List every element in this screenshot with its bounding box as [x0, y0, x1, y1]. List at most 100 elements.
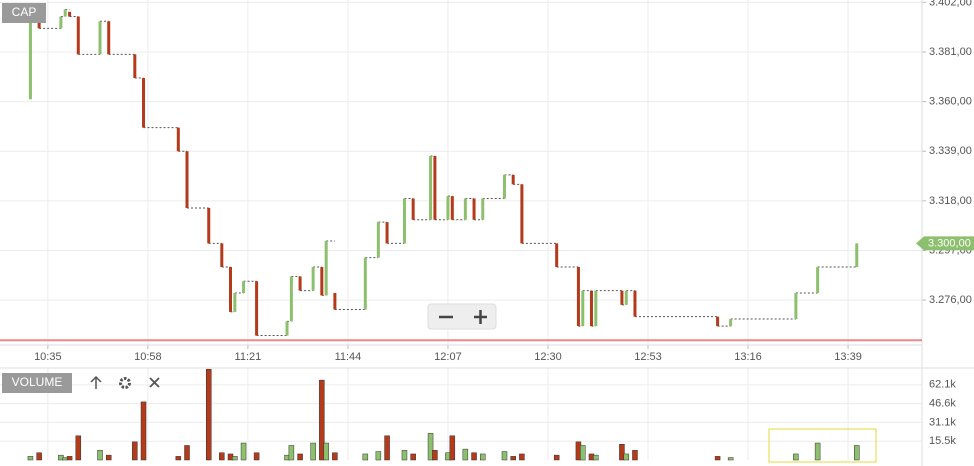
series-label: CAP — [12, 5, 37, 19]
settings-button[interactable] — [119, 377, 131, 389]
candle — [794, 293, 798, 320]
candle — [481, 198, 485, 220]
candle — [729, 319, 733, 327]
volume-bar — [854, 445, 860, 461]
volume-bar — [375, 451, 382, 461]
candle — [324, 241, 328, 296]
volume-bar — [727, 457, 734, 461]
volume-bar — [793, 453, 799, 461]
volume-bar — [449, 435, 456, 461]
x-tick-label: 10:35 — [34, 351, 62, 363]
y-tick-label: 3.381,00 — [929, 46, 972, 58]
volume-bar — [501, 451, 508, 461]
candle — [450, 196, 454, 220]
candle — [59, 16, 63, 29]
candle — [142, 77, 146, 128]
volume-bar — [462, 448, 469, 461]
candle — [207, 207, 211, 244]
volume-bar — [206, 368, 212, 461]
candle — [255, 281, 259, 336]
volume-bar — [553, 454, 560, 461]
close-button[interactable] — [149, 377, 160, 388]
volume-bar — [332, 452, 338, 461]
volume-bar — [310, 442, 316, 461]
volume-bar — [319, 379, 325, 461]
x-tick-label: 10:58 — [134, 351, 162, 363]
candle — [472, 198, 476, 220]
volume-bar — [132, 441, 138, 461]
zoom-in-button[interactable] — [474, 310, 487, 324]
candle — [716, 316, 720, 327]
candle — [520, 184, 524, 244]
y-tick-label: 3.339,00 — [929, 145, 972, 157]
series-label-box[interactable] — [2, 3, 46, 23]
candle — [107, 21, 111, 55]
volume-bar — [619, 444, 625, 461]
volume-bar — [66, 456, 73, 461]
volume-bar — [184, 445, 190, 461]
candle — [624, 290, 628, 305]
volume-bar — [427, 433, 434, 461]
volume-bar — [593, 454, 599, 461]
candle — [229, 267, 232, 312]
x-tick-label: 12:53 — [634, 351, 662, 363]
marks — [0, 8, 922, 461]
candle — [76, 16, 80, 55]
move-up-button[interactable] — [90, 375, 102, 389]
x-tick-label: 11:21 — [235, 351, 262, 363]
candle — [242, 281, 246, 294]
volume-bar — [519, 453, 525, 461]
candle — [502, 174, 506, 199]
volume-bar — [479, 453, 486, 461]
last-price-badge — [916, 236, 974, 251]
candle — [37, 18, 41, 29]
last-price-label: 3.300,00 — [928, 237, 971, 249]
volume-bar — [232, 456, 238, 461]
highlight-box — [768, 428, 877, 463]
candle — [28, 18, 32, 100]
grid-layer — [0, 0, 926, 460]
candle — [555, 243, 559, 268]
candle — [633, 290, 637, 317]
candle — [233, 293, 237, 312]
volume-bar — [140, 401, 147, 461]
volume-tick-label: 15.5k — [929, 435, 956, 447]
x-tick-label: 11:44 — [335, 351, 362, 363]
volume-bar — [288, 445, 295, 461]
candle — [98, 21, 102, 55]
candle — [816, 267, 820, 294]
volume-bar — [36, 452, 42, 461]
volume-label-box[interactable] — [2, 373, 72, 393]
volume-bar — [27, 456, 34, 461]
candle — [589, 290, 593, 327]
zoom-controls — [427, 303, 497, 330]
candle — [576, 267, 580, 327]
volume-tick-label: 31.1k — [929, 416, 956, 428]
candle — [620, 290, 624, 305]
x-tick-label: 12:07 — [434, 351, 462, 363]
volume-tick-label: 46.6k — [929, 397, 956, 409]
volume-bar — [714, 456, 721, 461]
candle — [320, 267, 324, 296]
volume-tick-label: 62.1k — [929, 379, 956, 391]
volume-bar — [410, 453, 416, 461]
candle — [285, 321, 289, 336]
candle — [220, 243, 224, 268]
candle — [311, 267, 315, 291]
x-tick-label: 13:39 — [834, 351, 862, 363]
volume-bar — [510, 456, 516, 461]
candle — [511, 174, 515, 185]
volume-bar — [75, 435, 82, 461]
volume-bar — [219, 452, 225, 461]
volume-bar — [623, 453, 630, 461]
volume-bar — [432, 450, 438, 461]
candle — [376, 222, 380, 258]
candle — [68, 11, 72, 17]
volume-bar — [253, 452, 260, 461]
volume-label: VOLUME — [12, 375, 63, 389]
candle — [402, 198, 406, 244]
candle — [63, 9, 67, 17]
candle — [855, 243, 859, 268]
candle — [385, 222, 389, 244]
